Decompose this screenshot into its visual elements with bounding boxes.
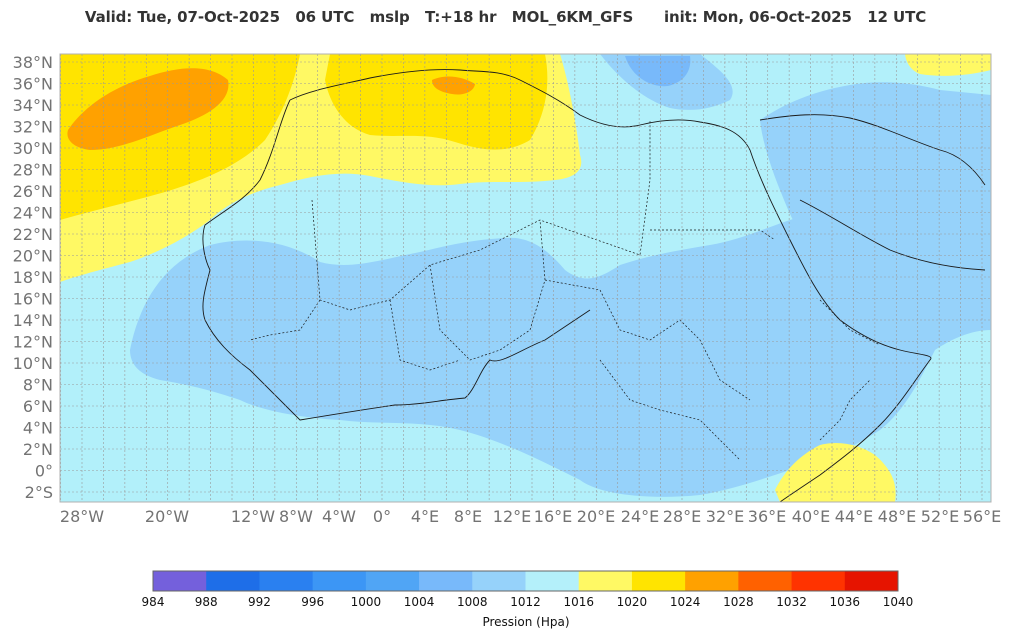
field-1024-1028-atlas	[432, 76, 475, 95]
colorbar-tick-label: 1032	[776, 595, 807, 609]
field-1016-1020-east-africa	[775, 443, 896, 502]
lat-label: 14°N	[13, 311, 53, 330]
colorbar-tick-label: 1000	[351, 595, 382, 609]
colorbar-label: Pression (Hpa)	[482, 615, 569, 629]
borders	[249, 120, 881, 461]
field-1004-aegean	[625, 56, 691, 87]
plot-frame	[59, 53, 992, 503]
lat-label: 26°N	[13, 182, 53, 201]
colorbar-swatch	[738, 571, 793, 591]
colorbar-tick-label: 988	[195, 595, 218, 609]
lat-label: 24°N	[13, 204, 53, 223]
colorbar-tick-label: 1008	[457, 595, 488, 609]
lat-label: 16°N	[13, 290, 53, 309]
colorbar-swatch	[472, 571, 526, 591]
lat-label: 4°N	[23, 419, 53, 438]
lat-label: 36°N	[13, 75, 53, 94]
lon-label: 8°E	[454, 507, 482, 526]
lon-label: 24°E	[621, 507, 659, 526]
colorbar	[152, 570, 899, 592]
lat-label: 38°N	[13, 53, 53, 72]
colorbar-swatch	[206, 571, 260, 591]
colorbar-tick-label: 1036	[830, 595, 861, 609]
lon-label: 4°E	[411, 507, 439, 526]
field-1008-west-africa	[130, 170, 991, 497]
colorbar-tick-label: 1020	[617, 595, 648, 609]
lon-label: 32°E	[706, 507, 744, 526]
colorbar-tick-label: 1028	[723, 595, 754, 609]
lon-label: 56°E	[963, 507, 1001, 526]
colorbar-swatch	[685, 571, 739, 591]
colorbar-swatch	[578, 571, 633, 591]
colorbar-swatch	[631, 571, 686, 591]
pressure-field	[60, 54, 991, 502]
lon-label: 16°E	[534, 507, 572, 526]
lon-label: 20°E	[577, 507, 615, 526]
lat-label: 32°N	[13, 118, 53, 137]
lon-label: 44°E	[835, 507, 873, 526]
lon-label: 12°E	[493, 507, 531, 526]
lat-label: 34°N	[13, 96, 53, 115]
colorbar-swatch	[153, 571, 207, 591]
lon-label: 36°E	[748, 507, 786, 526]
colorbar-swatch	[259, 571, 314, 591]
lat-label: 20°N	[13, 247, 53, 266]
lat-label: 12°N	[13, 333, 53, 352]
colorbar-swatch	[844, 571, 899, 591]
lon-label: 28°E	[663, 507, 701, 526]
colorbar-tick-label: 1024	[670, 595, 701, 609]
lon-label: 52°E	[921, 507, 959, 526]
map-title: Valid: Tue, 07-Oct-2025 06 UTC mslp T:+1…	[84, 8, 927, 26]
field-1008-middle-east	[760, 82, 991, 255]
lon-label: 28°W	[60, 507, 104, 526]
colorbar-tick-label: 1040	[883, 595, 914, 609]
field-1024-1028	[67, 68, 229, 150]
graticule	[60, 54, 991, 502]
lon-label: 48°E	[878, 507, 916, 526]
colorbar-swatch	[791, 571, 846, 591]
colorbar-swatch	[312, 571, 367, 591]
lat-label: 6°N	[23, 397, 53, 416]
latitude-labels: 38°N 36°N 34°N 32°N 30°N 28°N 26°N 24°N 22°N 20°N…	[13, 53, 53, 502]
colorbar-swatch	[419, 571, 473, 591]
lon-label: 4°W	[322, 507, 356, 526]
lat-label: 10°N	[13, 354, 53, 373]
coastlines	[202, 69, 986, 502]
colorbar-tick-label: 992	[248, 595, 271, 609]
lat-label: 2°N	[23, 440, 53, 459]
colorbar-tick-label: 1016	[563, 595, 594, 609]
colorbar-tick-label: 1012	[510, 595, 541, 609]
colorbar-swatch	[525, 571, 580, 591]
lon-label: 0°	[373, 507, 391, 526]
lat-label: 0°	[35, 462, 53, 481]
colorbar-tick-label: 996	[301, 595, 324, 609]
colorbar-tick-label: 984	[142, 595, 165, 609]
lat-label: 2°S	[25, 483, 53, 502]
colorbar-tick-label: 1004	[404, 595, 435, 609]
lon-label: 8°W	[279, 507, 313, 526]
colorbar-ticks: 984 988 992 996 1000 1004 1008 1012 1016 1020 1024…	[142, 595, 914, 609]
field-1016-1020-ne	[905, 54, 991, 76]
longitude-labels: 28°W 20°W 12°W 8°W 4°W 0° 4°E 8°E 12°E 16°E 20°E 24…	[60, 507, 1001, 526]
lon-label: 40°E	[792, 507, 830, 526]
lat-label: 28°N	[13, 161, 53, 180]
field-1020-1024-north-africa	[325, 54, 548, 150]
lat-label: 18°N	[13, 268, 53, 287]
lat-label: 22°N	[13, 225, 53, 244]
lon-label: 12°W	[231, 507, 275, 526]
lon-label: 20°W	[145, 507, 189, 526]
lat-label: 8°N	[23, 376, 53, 395]
colorbar-frame	[152, 570, 899, 592]
lat-label: 30°N	[13, 139, 53, 158]
colorbar-swatch	[365, 571, 420, 591]
